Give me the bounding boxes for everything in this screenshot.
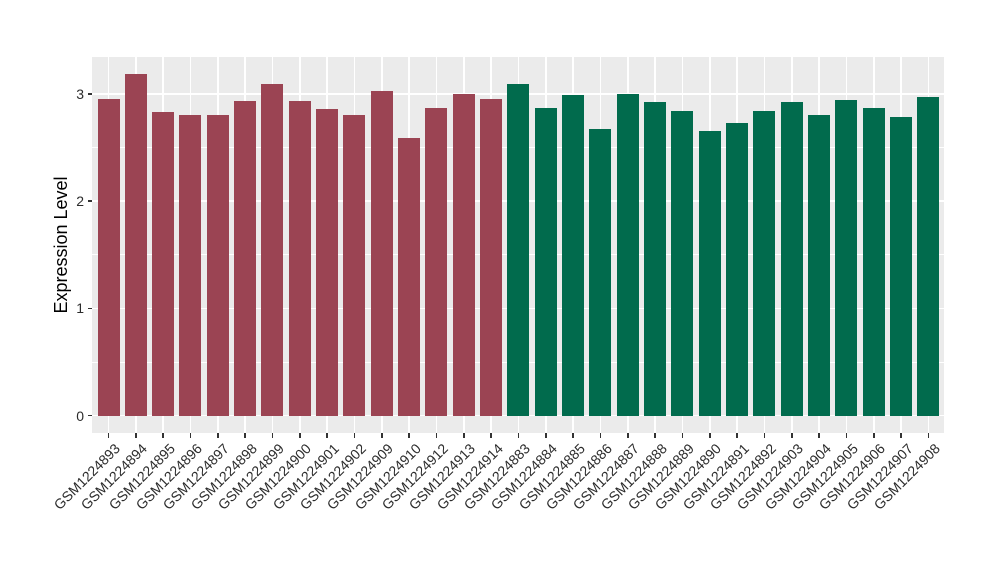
y-tick-mark bbox=[87, 200, 92, 202]
bar-GSM1224908 bbox=[917, 97, 940, 416]
y-axis-title: Expression Level bbox=[51, 176, 71, 314]
bar-GSM1224888 bbox=[644, 102, 667, 416]
bar-GSM1224904 bbox=[808, 115, 831, 416]
bar-GSM1224892 bbox=[753, 111, 776, 416]
bar-GSM1224902 bbox=[343, 115, 366, 416]
x-tick-mark bbox=[681, 433, 684, 438]
bar-GSM1224891 bbox=[726, 122, 749, 416]
bar-GSM1224895 bbox=[152, 112, 175, 416]
x-tick-mark bbox=[490, 433, 492, 438]
x-tick-mark bbox=[517, 433, 520, 438]
x-tick-mark bbox=[572, 433, 574, 438]
bar-GSM1224886 bbox=[589, 129, 612, 416]
bar-GSM1224905 bbox=[835, 100, 858, 416]
bar-GSM1224885 bbox=[562, 94, 585, 416]
x-tick-mark bbox=[189, 433, 192, 438]
x-tick-mark bbox=[299, 433, 301, 438]
bar-GSM1224899 bbox=[261, 84, 284, 416]
x-tick-mark bbox=[900, 433, 902, 438]
bar-GSM1224907 bbox=[890, 117, 913, 416]
x-tick-mark bbox=[217, 433, 219, 438]
y-tick-label: 1 bbox=[76, 300, 84, 317]
bar-GSM1224893 bbox=[97, 99, 120, 416]
x-tick-mark bbox=[135, 433, 137, 438]
bar-GSM1224887 bbox=[616, 93, 639, 416]
x-tick-mark bbox=[626, 433, 629, 438]
bar-GSM1224912 bbox=[425, 107, 448, 416]
x-tick-mark bbox=[708, 433, 711, 438]
bar-GSM1224896 bbox=[179, 115, 202, 416]
bar-GSM1224894 bbox=[124, 73, 147, 416]
y-tick-mark bbox=[87, 93, 92, 95]
bar-GSM1224884 bbox=[534, 107, 557, 416]
bar-GSM1224913 bbox=[452, 93, 475, 416]
x-tick-mark bbox=[872, 433, 875, 438]
x-tick-mark bbox=[654, 433, 656, 438]
plot-panel bbox=[92, 57, 944, 433]
bar-GSM1224914 bbox=[480, 99, 503, 416]
bar-GSM1224889 bbox=[671, 111, 694, 416]
x-tick-mark bbox=[927, 433, 930, 438]
x-tick-mark bbox=[107, 433, 110, 438]
x-tick-mark bbox=[599, 433, 602, 438]
x-tick-mark bbox=[353, 433, 356, 438]
bar-GSM1224903 bbox=[780, 102, 803, 416]
x-tick-mark bbox=[326, 433, 328, 438]
y-tick-label: 0 bbox=[76, 407, 84, 424]
x-tick-mark bbox=[408, 433, 410, 438]
x-tick-mark bbox=[462, 433, 465, 438]
y-tick-mark bbox=[87, 307, 92, 310]
x-tick-mark bbox=[818, 433, 820, 438]
x-tick-mark bbox=[736, 433, 738, 438]
bar-GSM1224898 bbox=[234, 101, 257, 416]
y-tick-mark bbox=[87, 414, 92, 417]
bar-GSM1224883 bbox=[507, 84, 530, 416]
bar-GSM1224910 bbox=[398, 137, 421, 416]
x-tick-mark bbox=[244, 433, 246, 438]
y-tick-label: 3 bbox=[76, 85, 84, 102]
x-tick-mark bbox=[763, 433, 766, 438]
x-tick-mark bbox=[162, 433, 164, 438]
x-tick-mark bbox=[845, 433, 848, 438]
x-tick-mark bbox=[790, 433, 793, 438]
x-tick-mark bbox=[271, 433, 274, 438]
bar-GSM1224897 bbox=[206, 115, 229, 416]
x-tick-mark bbox=[544, 433, 547, 438]
y-tick-label: 2 bbox=[76, 193, 84, 210]
x-tick-mark bbox=[381, 433, 383, 438]
bar-GSM1224900 bbox=[288, 101, 311, 416]
bar-GSM1224909 bbox=[370, 90, 393, 416]
bar-GSM1224890 bbox=[698, 131, 721, 416]
bar-GSM1224901 bbox=[316, 108, 339, 416]
bar-GSM1224906 bbox=[862, 107, 885, 416]
x-tick-mark bbox=[435, 433, 438, 438]
